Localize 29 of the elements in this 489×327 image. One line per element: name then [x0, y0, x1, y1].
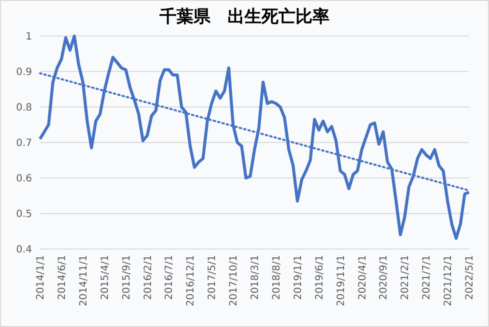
x-tick-label: 2016/12/1	[186, 255, 197, 306]
x-tick-label: 2015/9/1	[121, 255, 132, 300]
x-tick-label: 2018/8/1	[271, 255, 282, 300]
x-tick-label: 2014/11/1	[78, 255, 90, 306]
x-tick-label: 2014/1/1	[36, 255, 46, 300]
x-tick-label: 2019/6/1	[314, 255, 326, 300]
x-tick-label: 2016/7/1	[164, 255, 176, 300]
x-tick-label: 2018/3/1	[250, 255, 261, 300]
y-tick-label: 0.8	[16, 102, 32, 114]
chart-title: 千葉県 出生死亡比率	[158, 7, 330, 27]
y-tick-label: 0.5	[16, 209, 32, 220]
x-tick-label: 2017/5/1	[207, 255, 218, 300]
y-tick-label: 0.6	[16, 174, 32, 184]
x-tick-label: 2019/1/1	[292, 255, 304, 300]
y-tick-label: 0.7	[16, 138, 32, 149]
y-tick-label: 0.9	[16, 67, 32, 78]
y-tick-label: 0.4	[16, 244, 32, 256]
x-tick-label: 2022/5/1	[464, 255, 476, 300]
x-tick-label: 2014/6/1	[56, 255, 68, 300]
x-tick-label: 2015/4/1	[100, 255, 111, 300]
y-tick-label: 1	[26, 32, 32, 42]
x-tick-label: 2020/4/1	[357, 255, 368, 300]
x-tick-label: 2021/2/1	[400, 255, 412, 300]
x-tick-label: 2017/10/1	[228, 255, 240, 306]
x-tick-label: 2019/11/1	[336, 255, 347, 306]
x-tick-label: 2016/2/1	[142, 255, 154, 300]
x-tick-label: 2021/12/1	[443, 255, 454, 306]
x-tick-label: 2021/7/1	[422, 255, 433, 300]
x-tick-label: 2020/9/1	[378, 255, 390, 300]
